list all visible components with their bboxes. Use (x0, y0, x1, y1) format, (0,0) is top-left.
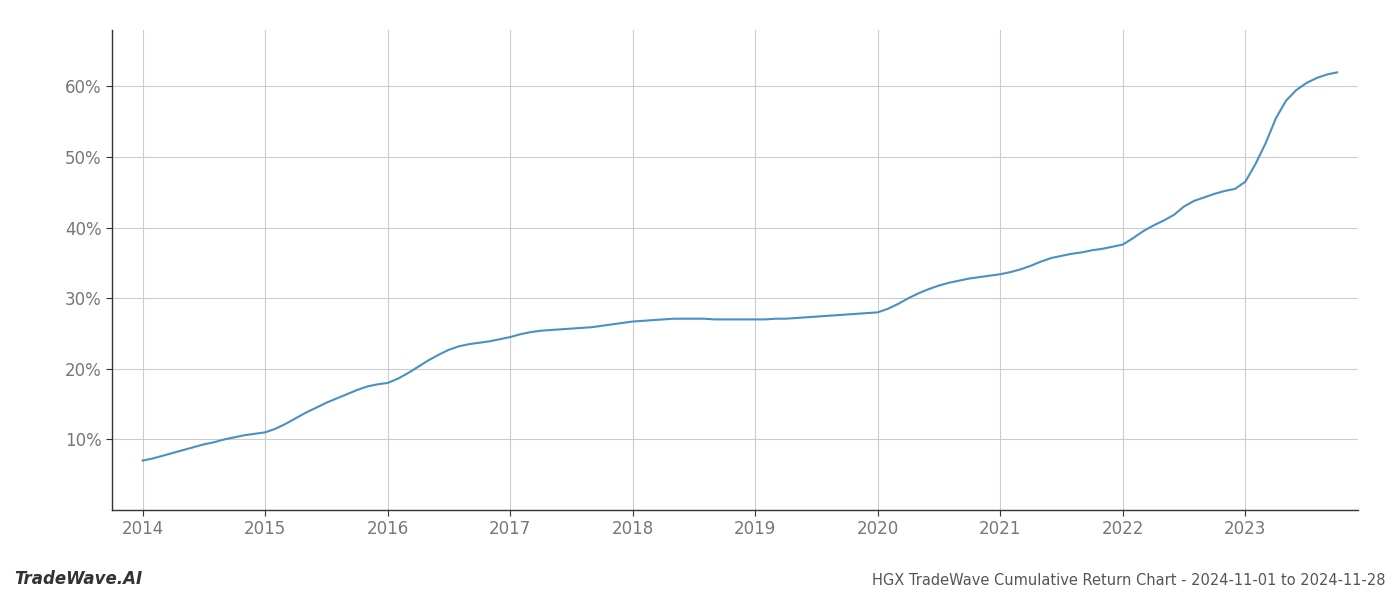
Text: TradeWave.AI: TradeWave.AI (14, 570, 143, 588)
Text: HGX TradeWave Cumulative Return Chart - 2024-11-01 to 2024-11-28: HGX TradeWave Cumulative Return Chart - … (872, 573, 1386, 588)
